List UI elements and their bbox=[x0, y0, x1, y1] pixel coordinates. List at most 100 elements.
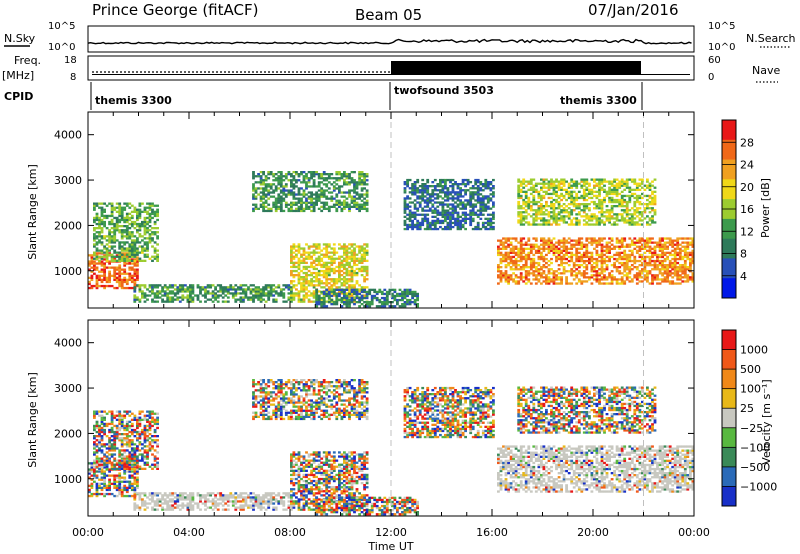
power-cell bbox=[168, 298, 172, 301]
power-cell bbox=[338, 261, 341, 264]
power-cell bbox=[282, 187, 286, 190]
power-cell bbox=[353, 259, 356, 262]
power-cell bbox=[595, 257, 599, 261]
cpid-row: CPID themis 3300 twofsound 3503 themis 3… bbox=[4, 82, 643, 110]
power-cell bbox=[527, 255, 531, 259]
power-cell bbox=[363, 269, 366, 273]
power-cell bbox=[378, 298, 382, 302]
power-cell bbox=[284, 173, 288, 176]
power-cell bbox=[570, 196, 574, 200]
power-cell bbox=[118, 284, 122, 288]
power-cell bbox=[93, 245, 96, 248]
power-cell bbox=[570, 221, 574, 224]
power-cell bbox=[312, 185, 316, 188]
power-cell bbox=[267, 173, 271, 176]
power-cell bbox=[666, 278, 669, 281]
power-cell bbox=[254, 292, 258, 295]
power-cell bbox=[689, 268, 692, 271]
velocity-cell bbox=[98, 484, 101, 487]
power-cell bbox=[108, 222, 111, 226]
power-cell bbox=[353, 195, 356, 198]
power-cell bbox=[560, 217, 563, 220]
power-cell bbox=[527, 239, 531, 242]
power-cell bbox=[300, 278, 303, 281]
power-cell bbox=[224, 288, 228, 291]
power-cell bbox=[476, 195, 480, 198]
power-cell bbox=[95, 237, 99, 240]
power-cell bbox=[567, 282, 571, 285]
power-cell bbox=[608, 282, 611, 285]
power-cell bbox=[449, 193, 452, 196]
power-cell bbox=[646, 280, 649, 283]
power-cell bbox=[254, 205, 258, 208]
power-cell bbox=[385, 298, 389, 302]
power-cell bbox=[348, 271, 351, 275]
power-cell bbox=[327, 251, 331, 254]
power-cell bbox=[171, 296, 175, 299]
power-cell bbox=[156, 208, 159, 211]
power-cell bbox=[605, 211, 609, 214]
power-cell bbox=[504, 251, 508, 254]
power-cell bbox=[605, 247, 609, 250]
power-cell bbox=[130, 233, 134, 236]
power-cell bbox=[355, 187, 359, 190]
power-cell bbox=[537, 257, 541, 261]
power-cell bbox=[189, 294, 192, 297]
power-cell bbox=[214, 286, 217, 289]
power-cell bbox=[358, 292, 361, 296]
power-cell bbox=[441, 191, 445, 194]
power-cell bbox=[103, 245, 106, 248]
power-cell bbox=[565, 188, 568, 191]
power-cell bbox=[211, 292, 215, 295]
power-cell bbox=[292, 203, 296, 206]
power-cell bbox=[661, 266, 664, 269]
power-cell bbox=[413, 301, 417, 304]
freq-panel: Freq. [MHz] 18 8 60 0 Nave bbox=[2, 54, 780, 83]
power-cell bbox=[423, 195, 427, 198]
power-cell bbox=[628, 188, 632, 191]
power-cell bbox=[588, 257, 591, 261]
power-cell bbox=[340, 274, 344, 277]
power-cell bbox=[585, 255, 589, 259]
power-cell bbox=[95, 257, 99, 260]
power-cell bbox=[646, 186, 649, 189]
velocity-cell bbox=[100, 492, 104, 496]
power-cell bbox=[416, 181, 420, 184]
power-cell bbox=[209, 292, 212, 295]
power-cell bbox=[517, 184, 521, 187]
power-cell bbox=[161, 290, 164, 293]
power-cell bbox=[350, 288, 354, 291]
power-cell bbox=[628, 221, 632, 224]
power-cell bbox=[615, 278, 619, 281]
power-cell bbox=[550, 192, 553, 196]
power-cell bbox=[550, 272, 553, 275]
power-cell bbox=[398, 292, 402, 296]
power-cell bbox=[557, 184, 561, 187]
power-cell bbox=[575, 221, 579, 224]
power-cell bbox=[254, 197, 258, 200]
power-cell bbox=[317, 193, 321, 196]
power-cell bbox=[158, 292, 162, 295]
power-cell bbox=[327, 209, 331, 213]
power-cell bbox=[433, 225, 437, 229]
velocity-cell bbox=[95, 476, 99, 479]
power-cell bbox=[580, 241, 584, 244]
power-cell bbox=[325, 261, 329, 264]
power-cell bbox=[547, 243, 551, 246]
power-cell bbox=[320, 298, 324, 301]
power-cell bbox=[330, 197, 334, 200]
power-cell bbox=[110, 220, 114, 224]
power-cell bbox=[481, 221, 485, 225]
power-cell bbox=[658, 239, 662, 242]
power-cell bbox=[545, 261, 548, 265]
velocity-cell bbox=[100, 488, 104, 492]
power-cell bbox=[249, 290, 253, 293]
power-cell bbox=[658, 243, 662, 246]
power-cell bbox=[413, 199, 417, 202]
power-cell bbox=[118, 206, 122, 209]
power-cell bbox=[446, 199, 450, 202]
power-cell bbox=[600, 200, 604, 204]
power-cell bbox=[345, 294, 349, 298]
power-cell bbox=[130, 276, 134, 279]
power-cell bbox=[661, 237, 664, 240]
